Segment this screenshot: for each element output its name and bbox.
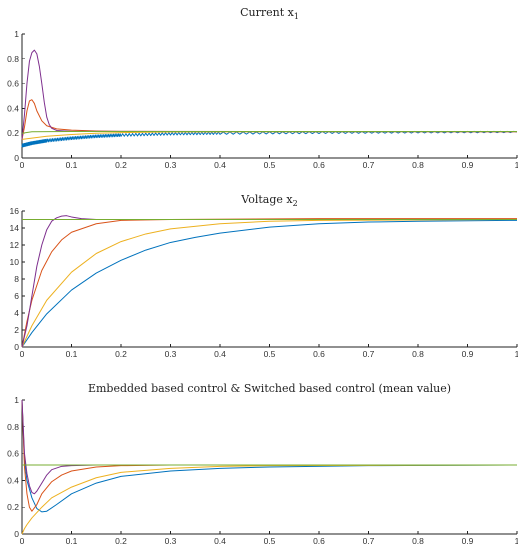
y-tick-label: 1	[14, 395, 19, 405]
chart-title: Current x1	[240, 6, 299, 21]
y-tick-label: 1	[14, 29, 19, 39]
y-tick-label: 16	[10, 206, 20, 216]
x-tick-label: 0.1	[66, 160, 78, 170]
y-tick-label: 0.8	[7, 422, 19, 432]
x-tick-label: 0.5	[264, 536, 276, 546]
x-tick-label: 0.5	[264, 349, 276, 359]
series-line-3	[21, 131, 518, 140]
y-tick-label: 0.4	[7, 103, 19, 113]
y-tick-label: 0	[14, 342, 19, 352]
x-tick-label: 0.7	[363, 349, 375, 359]
series-line-3	[21, 399, 517, 512]
series-line-4	[21, 399, 517, 495]
series-line-2	[21, 219, 518, 348]
current-x1-panel: Current x1 0 0.1 0.2 0.3 0.4 0.5 0.6 0.7 0.8 0.9 1 0…	[7, 6, 518, 170]
x-tick-label: 0	[20, 349, 25, 359]
x-tick-label: 0.8	[412, 536, 424, 546]
x-tick-label: 0.2	[115, 349, 127, 359]
series-line-1	[21, 399, 518, 513]
y-tick-label: 10	[10, 257, 20, 267]
series-line-1	[21, 219, 518, 348]
x-tick-label: 0.7	[363, 536, 375, 546]
series-line-1	[21, 130, 518, 148]
x-tick-label: 0.6	[313, 160, 325, 170]
x-tick-label: 1	[515, 536, 518, 546]
x-tick-label: 0.3	[165, 536, 177, 546]
y-tick-label: 2	[14, 325, 19, 335]
x-tick-label: 1	[515, 349, 518, 359]
y-tick-label: 0.6	[7, 79, 19, 89]
y-tick-label: 8	[14, 274, 19, 284]
y-tick-label: 0	[14, 529, 19, 539]
y-tick-label: 12	[10, 240, 20, 250]
x-tick-label: 0.5	[264, 160, 276, 170]
x-tick-label: 0.8	[412, 349, 424, 359]
x-tick-label: 0.9	[462, 160, 474, 170]
series-line-4	[21, 215, 517, 348]
y-tick-label: 0.8	[7, 54, 19, 64]
x-tick-label: 0.3	[165, 349, 177, 359]
x-tick-label: 0.1	[66, 536, 78, 546]
y-tick-label: 4	[14, 308, 19, 318]
y-tick-label: 0.2	[7, 502, 19, 512]
voltage-x2-panel: Voltage x20 0.1 0.2 0.3 0.4 0.5 0.6 0.7 0.8 0.9 10…	[10, 193, 518, 359]
x-tick-label: 0.8	[412, 160, 424, 170]
x-tick-label: 0.2	[115, 536, 127, 546]
y-tick-label: 0.6	[7, 449, 19, 459]
x-tick-label: 0.4	[214, 536, 226, 546]
x-tick-label: 0.2	[115, 160, 127, 170]
x-tick-label: 0	[20, 536, 25, 546]
y-tick-label: 0.4	[7, 475, 19, 485]
x-tick-label: 0.6	[313, 536, 325, 546]
x-tick-label: 0.9	[462, 536, 474, 546]
chart-title: Voltage x2	[240, 193, 297, 208]
y-tick-label: 0.2	[7, 128, 19, 138]
x-tick-label: 0.1	[66, 349, 78, 359]
x-tick-label: 0.4	[214, 160, 226, 170]
x-tick-label: 0	[20, 160, 25, 170]
series-line-2	[21, 464, 518, 535]
y-tick-label: 14	[10, 223, 20, 233]
x-tick-label: 0.9	[462, 349, 474, 359]
x-tick-label: 0.4	[214, 349, 226, 359]
x-tick-label: 0.7	[363, 160, 375, 170]
series-line-5	[21, 130, 517, 134]
x-tick-label: 0.3	[165, 160, 177, 170]
x-tick-label: 1	[515, 160, 518, 170]
x-tick-label: 0.6	[313, 349, 325, 359]
chart-title: Embedded based control & Switched based …	[88, 382, 451, 395]
control-mean-value-panel: Embedded based control & Switched based …	[7, 382, 518, 546]
y-tick-label: 6	[14, 291, 19, 301]
series-line-3	[21, 218, 517, 348]
series-line-4	[21, 49, 518, 140]
y-tick-label: 0	[14, 153, 19, 163]
